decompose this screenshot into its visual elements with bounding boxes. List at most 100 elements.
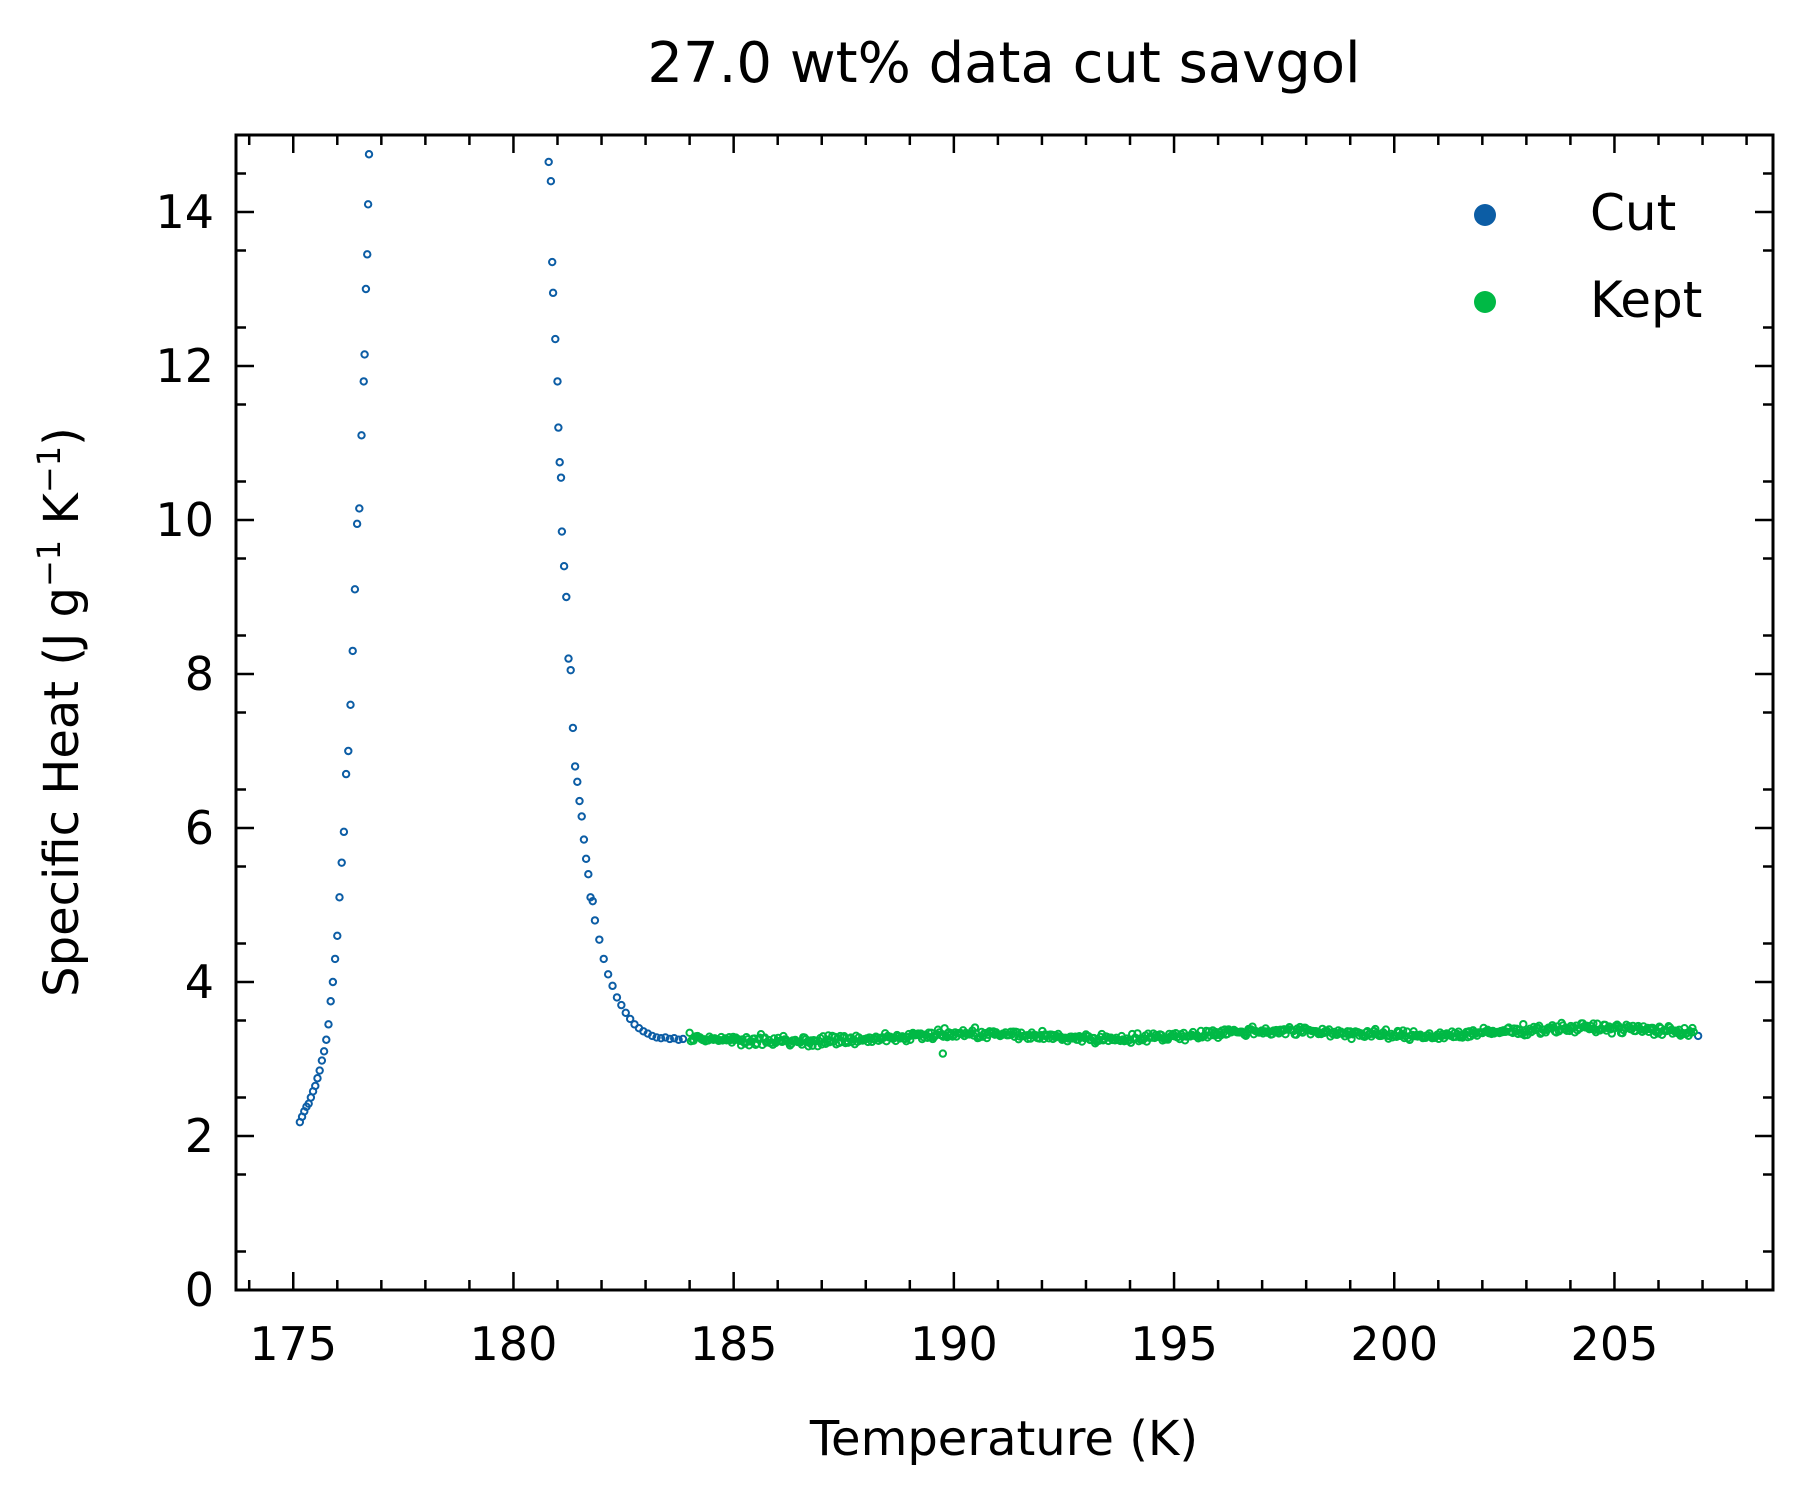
legend-marker-cut	[1474, 204, 1496, 226]
plot-frame	[234, 133, 1775, 1292]
cut-point	[656, 1034, 666, 1043]
cut-point	[546, 177, 556, 186]
cut-point	[617, 1000, 626, 1010]
cut-point	[603, 970, 613, 979]
cut-point	[556, 473, 566, 482]
y-axis-label-sup2: −1	[30, 446, 68, 493]
cut-point	[326, 997, 335, 1006]
cut-point	[581, 854, 591, 863]
legend-marker-kept	[1474, 291, 1496, 313]
cut-point	[612, 993, 622, 1002]
cut-point	[348, 646, 357, 656]
cut-point	[344, 746, 353, 756]
y-tick-label: 12	[155, 339, 214, 393]
plot-points	[295, 150, 1703, 1127]
cut-point	[670, 1034, 679, 1043]
cut-point	[562, 592, 571, 602]
cut-point	[577, 812, 586, 821]
kept-point	[813, 1042, 822, 1051]
cut-point	[570, 762, 580, 771]
kept-point	[902, 1036, 911, 1046]
cut-point	[625, 1014, 635, 1024]
y-tick-label: 8	[185, 647, 214, 701]
cut-point	[360, 350, 369, 359]
legend-label-kept: Kept	[1590, 271, 1702, 329]
cut-point	[313, 1074, 322, 1083]
cut-point	[674, 1035, 683, 1044]
cut-point	[333, 931, 342, 940]
cut-point	[555, 458, 564, 467]
cut-point	[588, 896, 597, 906]
cut-point	[608, 981, 617, 991]
x-tick-label: 190	[910, 1317, 998, 1371]
kept-point	[1347, 1034, 1356, 1044]
cut-point	[335, 893, 344, 902]
cut-point	[319, 1047, 329, 1056]
kept-point	[938, 1049, 948, 1058]
cut-point	[661, 1033, 670, 1042]
cut-point	[311, 1081, 320, 1091]
x-axis-label: Temperature (K)	[809, 1411, 1198, 1467]
cut-point	[573, 777, 582, 786]
kept-point	[1689, 1027, 1698, 1037]
cut-point	[337, 858, 346, 867]
cut-point	[665, 1034, 674, 1044]
cut-point	[647, 1031, 657, 1041]
cut-point	[346, 700, 355, 709]
cut-point	[315, 1066, 324, 1075]
cut-point	[590, 916, 600, 925]
y-axis-label-sup1: −1	[30, 540, 68, 587]
cut-point	[359, 377, 368, 386]
cut-point	[548, 288, 558, 298]
cut-point	[330, 954, 340, 964]
cut-point	[564, 654, 573, 663]
cut-point	[579, 835, 589, 844]
cut-point	[553, 377, 562, 386]
kept-point	[1688, 1023, 1697, 1033]
cut-point	[363, 200, 373, 209]
cut-point	[355, 504, 364, 513]
x-tick-label: 185	[690, 1317, 778, 1371]
cut-point	[568, 723, 578, 733]
y-tick-label: 14	[155, 185, 214, 239]
cut-point	[339, 827, 349, 837]
y-tick-label: 6	[185, 801, 214, 855]
cut-point	[566, 665, 575, 675]
kept-point	[906, 1035, 915, 1045]
cut-point	[364, 150, 374, 159]
x-tick-label: 200	[1350, 1317, 1438, 1371]
kept-point	[1519, 1019, 1528, 1029]
cut-point	[678, 1034, 688, 1044]
cut-point	[652, 1033, 661, 1042]
cut-point	[595, 935, 604, 944]
y-axis-label-prefix: Specific Heat (J g	[34, 587, 90, 997]
cut-point	[322, 1035, 331, 1044]
cut-point	[575, 796, 584, 806]
legend-label-cut: Cut	[1590, 184, 1676, 242]
x-tick-label: 175	[249, 1317, 337, 1371]
axis-ticks: 175 180 185 190 195 200 205 0 2 4 6 8 10 12 14	[155, 135, 1773, 1371]
cut-point	[361, 284, 371, 294]
cut-point	[341, 769, 351, 779]
x-tick-label: 180	[470, 1317, 558, 1371]
cut-point	[363, 250, 372, 259]
cut-point	[599, 954, 608, 964]
cut-point	[352, 519, 362, 529]
y-tick-label: 0	[185, 1263, 214, 1317]
cut-point	[317, 1056, 327, 1065]
y-axis-label-mid: K	[34, 492, 90, 540]
cut-point	[554, 423, 563, 432]
chart-title: 27.0 wt% data cut savgol	[647, 31, 1360, 96]
cut-point	[557, 527, 567, 536]
y-tick-label: 4	[185, 955, 214, 1009]
cut-point	[350, 585, 360, 594]
cut-point	[559, 562, 569, 571]
y-tick-label: 2	[185, 1109, 214, 1163]
x-tick-label: 205	[1571, 1317, 1659, 1371]
cut-point	[551, 334, 560, 344]
y-tick-label: 10	[155, 493, 214, 547]
cut-point	[328, 977, 338, 987]
y-axis-label-suffix: )	[34, 427, 90, 446]
legend: Cut Kept	[1474, 184, 1702, 329]
